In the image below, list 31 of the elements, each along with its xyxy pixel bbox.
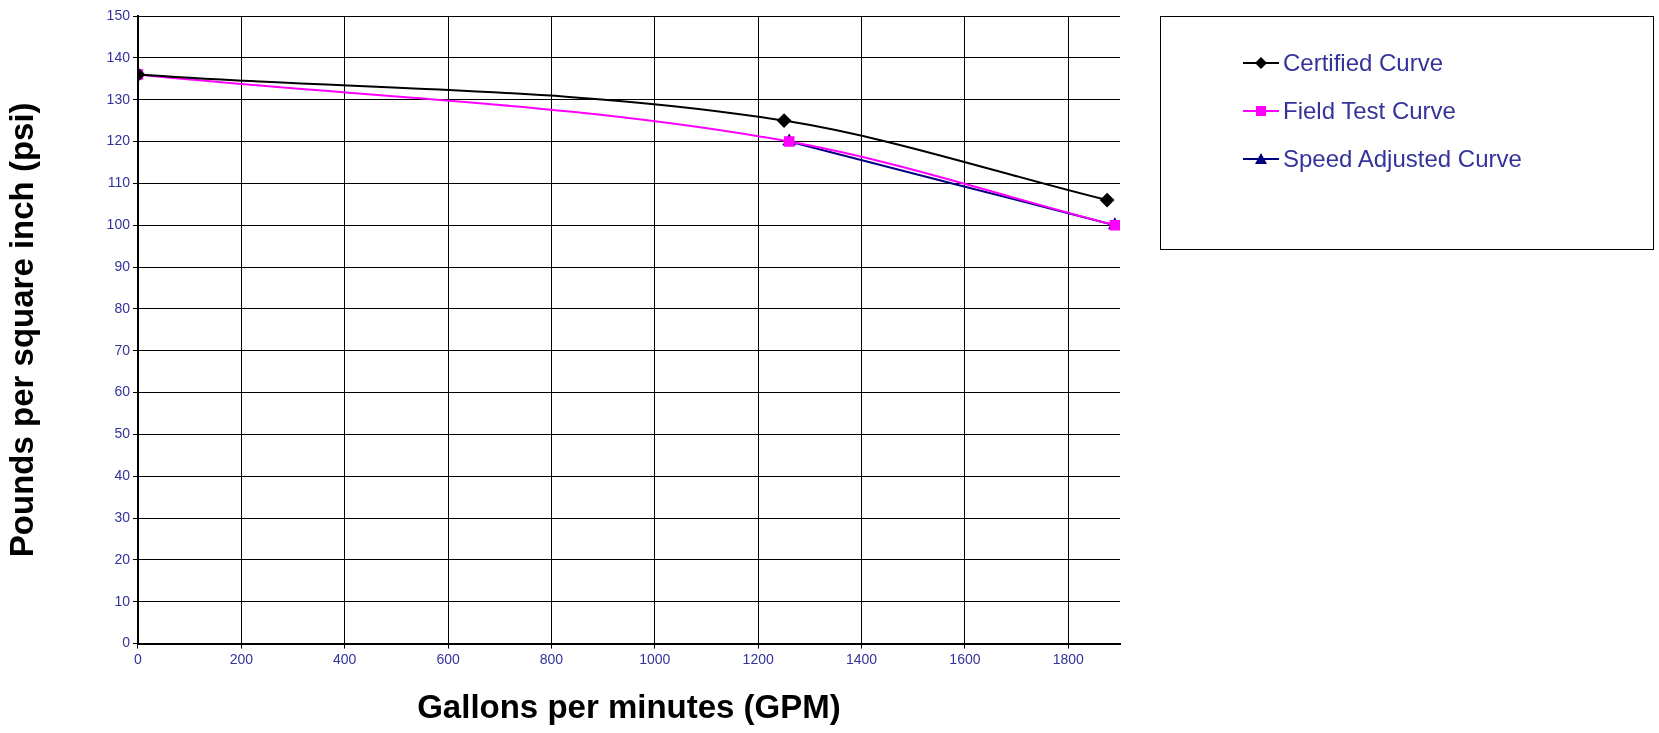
y-tick-label: 90: [114, 257, 131, 274]
y-tick-label: 0: [122, 634, 131, 651]
x-tick-label: 1000: [639, 650, 671, 667]
y-tick-label: 60: [114, 383, 131, 400]
legend-label: Certified Curve: [1283, 49, 1444, 77]
x-tick-label: 200: [229, 650, 254, 667]
x-axis-title: Gallons per minutes (GPM): [417, 688, 841, 726]
y-tick-label: 30: [114, 508, 131, 525]
x-tick-label: 400: [333, 650, 357, 667]
y-tick-label: 50: [114, 425, 131, 442]
y-tick-label: 70: [114, 341, 131, 358]
y-axis-title: Pounds per square inch (psi): [2, 102, 40, 558]
y-tick-label: 10: [114, 592, 131, 609]
y-tick-label: 100: [106, 216, 131, 233]
x-tick-label: 1800: [1052, 650, 1085, 667]
legend-label: Speed Adjusted Curve: [1283, 145, 1522, 173]
legend-label: Field Test Curve: [1283, 97, 1456, 125]
x-tick-label: 1200: [742, 650, 774, 667]
x-tick-label: 800: [539, 650, 564, 667]
y-tick-label: 20: [114, 550, 131, 567]
y-tick-label: 150: [106, 6, 131, 23]
y-tick-label: 110: [107, 174, 131, 191]
x-tick-label: 600: [436, 650, 460, 667]
x-tick-label: 0: [134, 650, 143, 667]
x-tick-label: 1600: [949, 650, 981, 667]
y-tick-label: 130: [106, 90, 131, 107]
y-tick-label: 140: [106, 48, 131, 65]
y-tick-label: 80: [114, 299, 131, 316]
y-tick-label: 40: [114, 467, 131, 484]
y-tick-label: 120: [106, 132, 131, 149]
x-tick-label: 1400: [845, 650, 878, 667]
